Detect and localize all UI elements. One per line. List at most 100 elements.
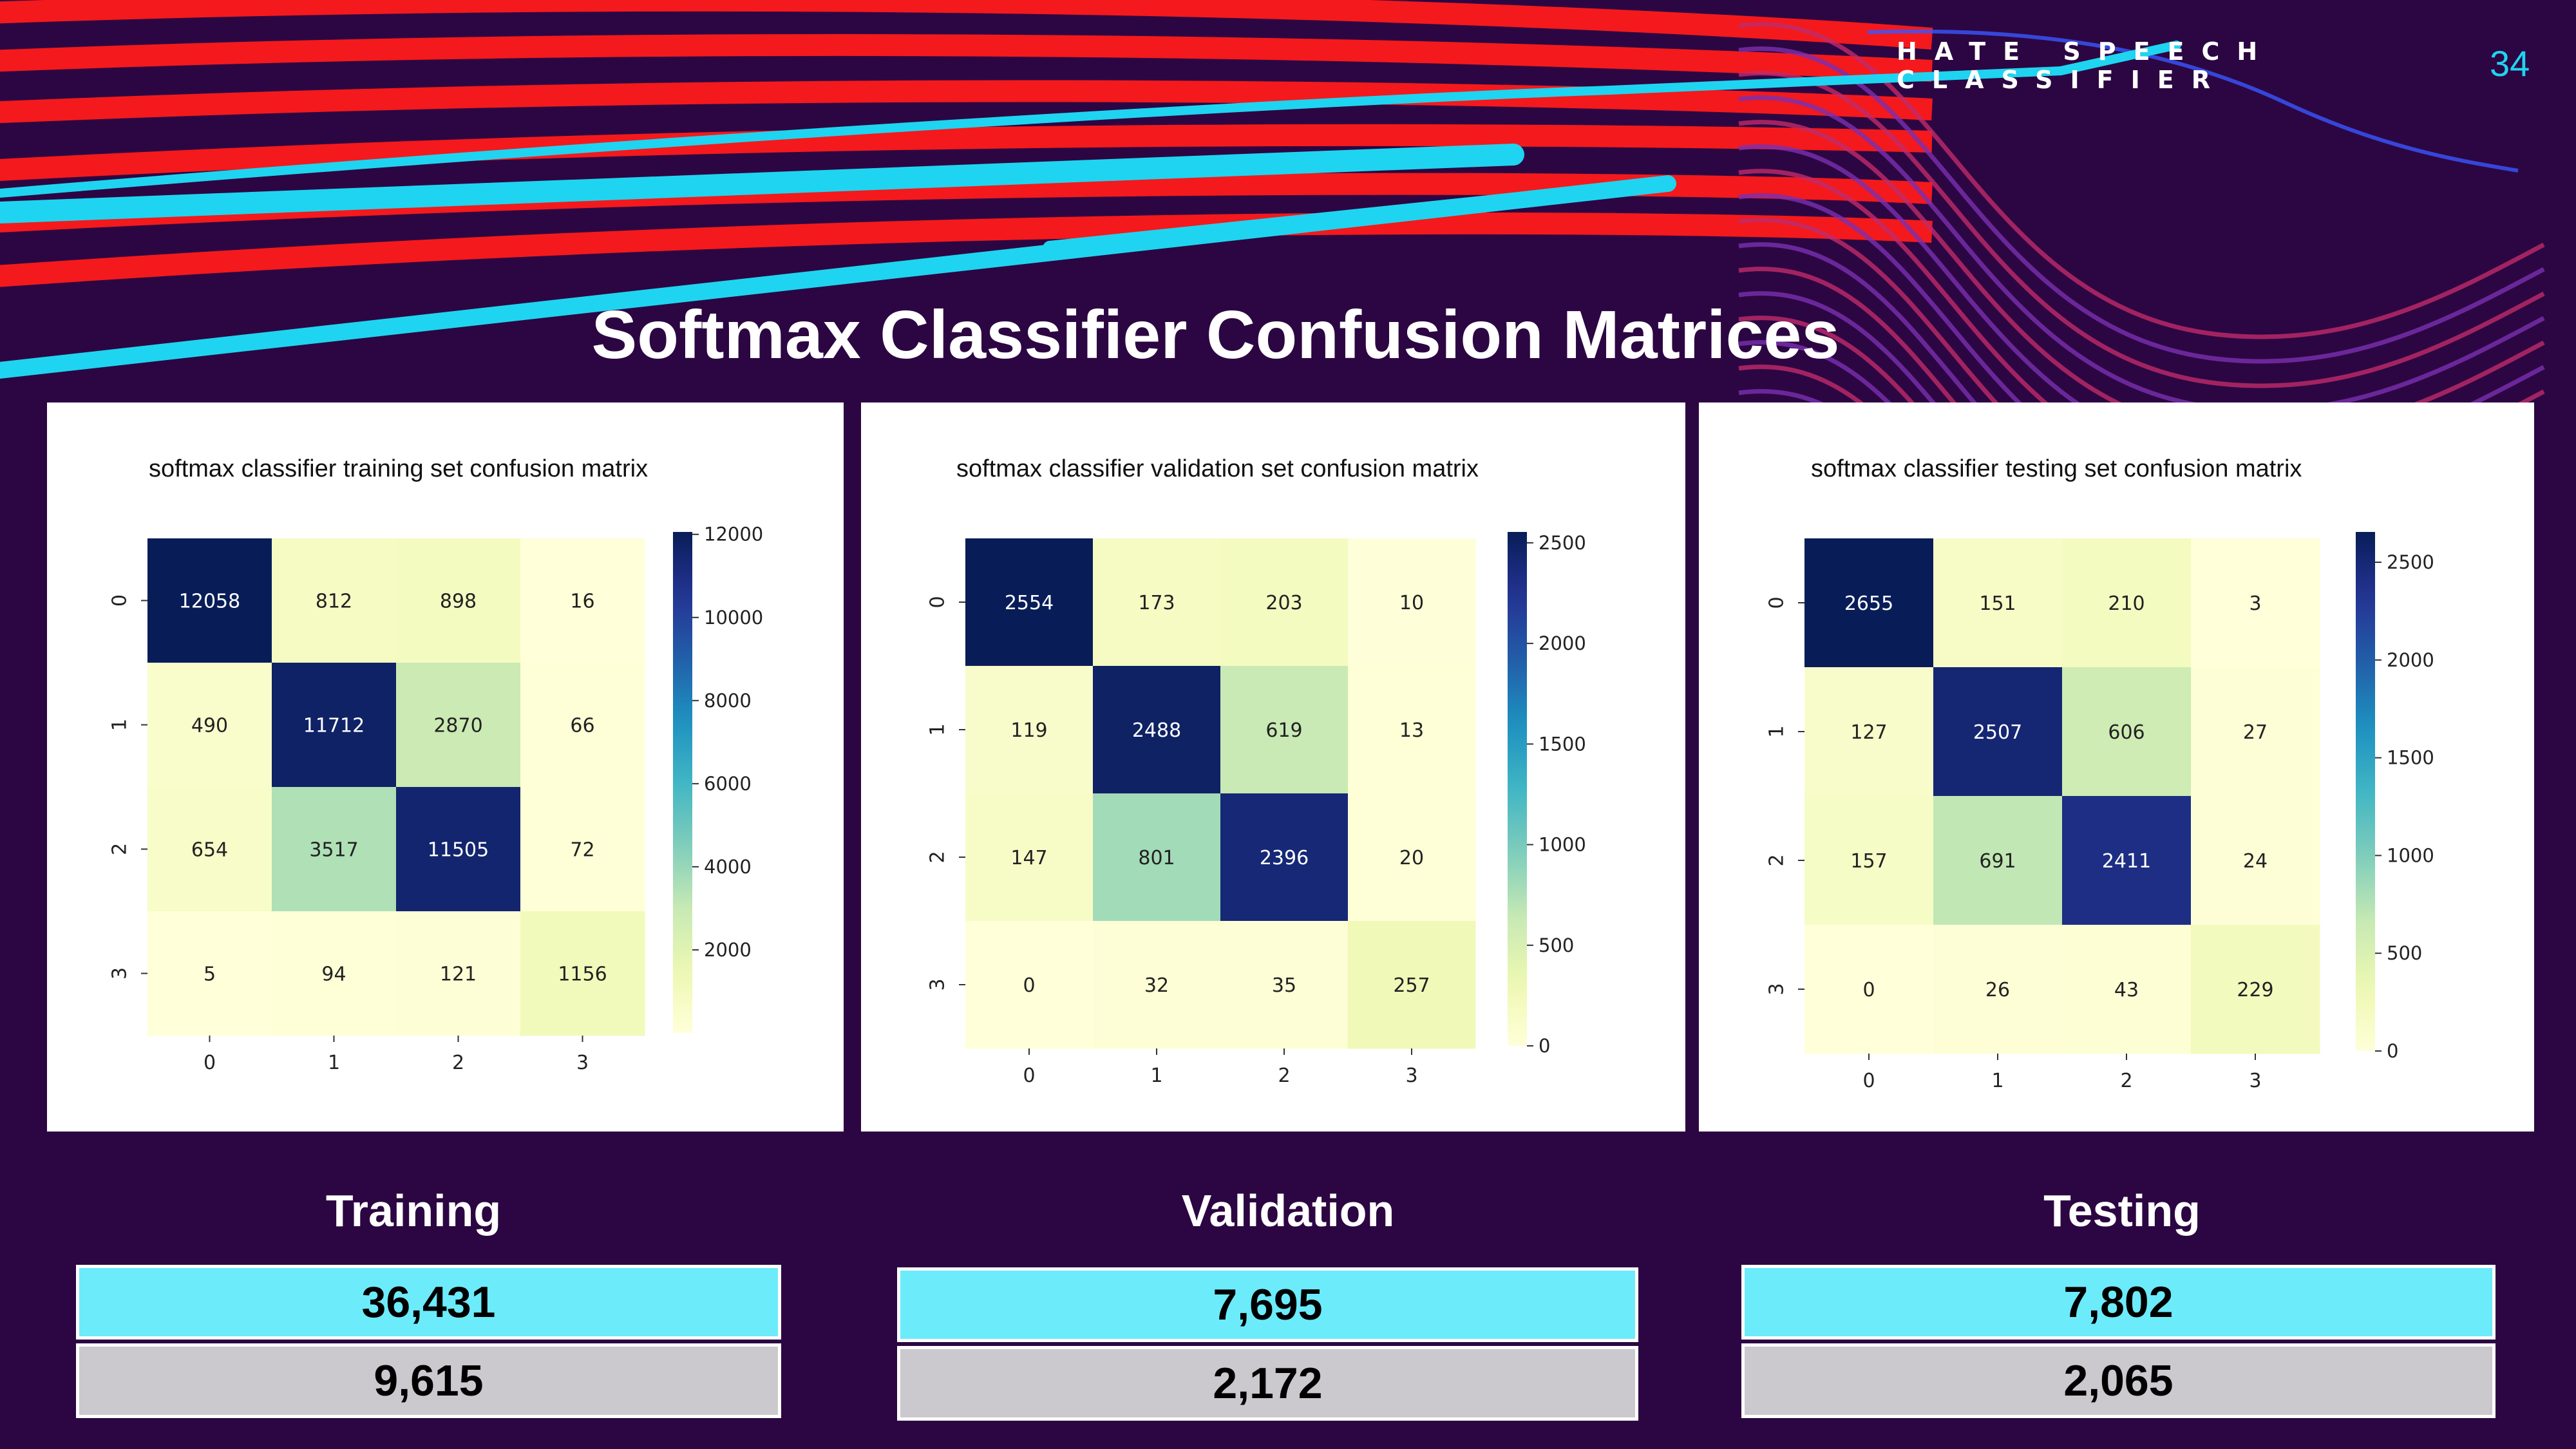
heatmap-cell [2191, 796, 2320, 925]
cell-value-label: 0 [1023, 974, 1035, 997]
y-tick-label: 2 [1766, 854, 1788, 866]
cell-value-label: 2507 [1973, 721, 2022, 744]
purple-wave-stroke [1738, 169, 2545, 412]
cell-value-label: 2396 [1260, 847, 1309, 869]
testing-correct-count: 7,802 [1741, 1265, 2496, 1340]
x-tick-label: 1 [328, 1052, 340, 1074]
heatmap-cell [396, 663, 521, 788]
validation-incorrect-count: 2,172 [897, 1346, 1638, 1421]
validation-confusion-matrix-panel: softmax classifier validation set confus… [861, 402, 1685, 1132]
heatmap-cell [147, 787, 272, 912]
colorbar-tick-label: 2000 [704, 939, 752, 961]
heatmap-cell [1348, 921, 1476, 1049]
cell-value-label: 35 [1272, 974, 1296, 997]
x-tick-label: 0 [1023, 1065, 1035, 1087]
cell-value-label: 210 [2108, 592, 2145, 615]
colorbar-tick-label: 0 [1539, 1035, 1550, 1057]
heatmap-cell [147, 663, 272, 788]
cell-value-label: 606 [2108, 721, 2145, 744]
cell-value-label: 16 [570, 591, 594, 613]
cell-value-label: 12058 [179, 591, 240, 613]
purple-wave-stroke [1738, 144, 2545, 412]
heatmap-cell [1220, 538, 1349, 667]
cyan-stripe [0, 144, 1524, 223]
cell-value-label: 3517 [309, 839, 358, 862]
cell-value-label: 11505 [428, 839, 489, 862]
heatmap-cell [2062, 925, 2192, 1054]
purple-wave-stroke [1738, 291, 1944, 412]
cell-value-label: 490 [191, 715, 228, 737]
y-tick-label: 1 [1766, 725, 1788, 737]
colorbar [1508, 532, 1527, 1046]
cell-value-label: 203 [1265, 592, 1302, 614]
red-wave-stroke [0, 0, 1933, 50]
red-wave-stroke [0, 124, 1933, 181]
cell-value-label: 127 [1850, 721, 1887, 744]
cyan-stripe [1043, 176, 1675, 255]
heatmap-cell [520, 911, 645, 1036]
cell-value-label: 5 [204, 963, 216, 986]
training-incorrect-count: 9,615 [76, 1343, 781, 1418]
x-tick-label: 3 [576, 1052, 589, 1074]
heatmap-cell [1220, 793, 1349, 922]
cell-value-label: 3 [2249, 592, 2261, 615]
heatmap-cell [1093, 793, 1221, 922]
heatmap-cell [2191, 538, 2320, 668]
training-heatmap: softmax classifier training set confusio… [109, 455, 764, 1074]
slide-title: Softmax Classifier Confusion Matrices [591, 297, 1840, 373]
heatmap-cell [2062, 667, 2192, 797]
cell-value-label: 257 [1393, 974, 1430, 997]
x-tick-label: 2 [452, 1052, 464, 1074]
heatmap-cell [1933, 667, 2063, 797]
validation-heatmap: softmax classifier validation set confus… [927, 455, 1586, 1087]
header-brand: HATE SPEECH CLASSIFIER [1897, 37, 2275, 94]
heatmap-cell [2062, 796, 2192, 925]
colorbar-tick-label: 1500 [1539, 733, 1586, 755]
y-tick-label: 3 [927, 978, 949, 990]
cell-value-label: 619 [1265, 719, 1302, 742]
heatmap-cell [272, 911, 397, 1036]
heatmap-cell [520, 538, 645, 663]
heatmap-cell [272, 538, 397, 663]
cell-value-label: 13 [1399, 719, 1424, 742]
colorbar-tick-label: 12000 [704, 524, 763, 545]
testing-incorrect-count: 2,065 [1741, 1343, 2496, 1418]
heatmap-cell [396, 538, 521, 663]
cell-value-label: 121 [440, 963, 477, 986]
cell-value-label: 898 [440, 591, 477, 613]
heatmap-cell [1804, 667, 1934, 797]
x-tick-label: 3 [2249, 1070, 2261, 1092]
purple-wave-stroke [1738, 267, 1965, 412]
colorbar-tick-label: 2000 [2387, 649, 2434, 671]
cell-value-label: 20 [1399, 847, 1424, 869]
cell-value-label: 173 [1138, 592, 1175, 614]
x-tick-label: 2 [1278, 1065, 1290, 1087]
colorbar-tick-label: 1000 [2387, 844, 2434, 866]
x-tick-label: 3 [1405, 1065, 1417, 1087]
cell-value-label: 2655 [1844, 592, 1893, 615]
cell-value-label: 812 [316, 591, 352, 613]
chart-title: softmax classifier testing set confusion… [1811, 455, 2302, 482]
colorbar-tick-label: 500 [2387, 942, 2422, 964]
colorbar-tick-label: 0 [2387, 1040, 2398, 1062]
colorbar-tick-label: 4000 [704, 856, 752, 878]
heatmap-cell [2191, 925, 2320, 1054]
cell-value-label: 0 [1862, 979, 1875, 1001]
y-tick-label: 1 [927, 723, 949, 735]
heatmap-cell [1933, 796, 2063, 925]
colorbar-tick-label: 2000 [1539, 632, 1586, 654]
cell-value-label: 72 [570, 839, 594, 862]
heatmap-cell [1220, 666, 1349, 794]
cell-value-label: 66 [570, 715, 594, 737]
heatmap-cell [520, 663, 645, 788]
colorbar-tick-label: 2500 [2387, 551, 2434, 573]
cell-value-label: 654 [191, 839, 228, 862]
cell-value-label: 26 [1985, 979, 2010, 1001]
cell-value-label: 27 [2243, 721, 2268, 744]
cell-value-label: 2411 [2102, 850, 2151, 873]
cyan-stripe [0, 41, 2181, 198]
colorbar-tick-label: 8000 [704, 690, 752, 712]
purple-wave-stroke [1738, 316, 1924, 412]
training-label: Training [325, 1186, 502, 1236]
cell-value-label: 2488 [1132, 719, 1181, 742]
